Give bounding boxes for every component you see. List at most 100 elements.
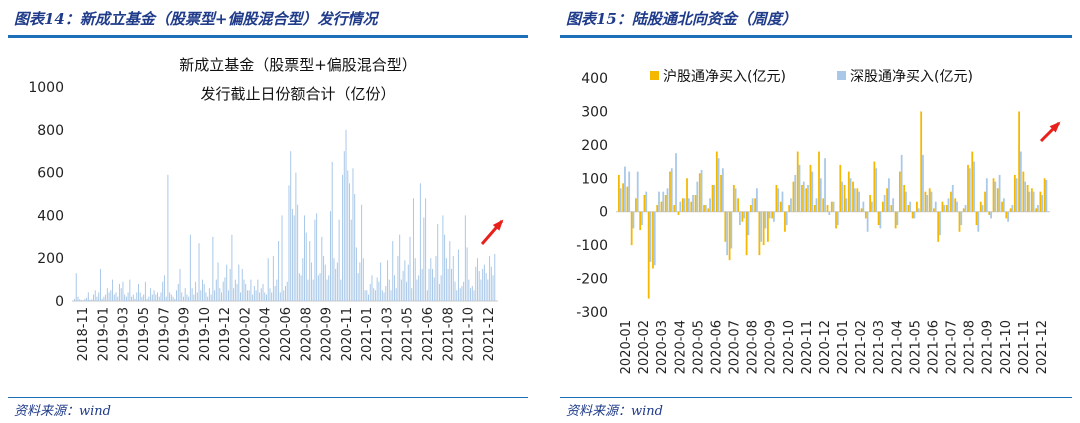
x-tick-label: 2020-04 [673,320,688,374]
bar [169,292,171,301]
bar-shenzhen-connect [777,188,780,212]
bar [433,277,435,301]
bar [342,174,344,301]
bar-shanghai-connect [1013,174,1016,212]
bar-shenzhen-connect [947,198,950,212]
y-tick-label: -300 [576,305,608,321]
bar [482,268,484,301]
red-trend-arrowhead [1049,121,1061,133]
bar-shanghai-connect [779,201,782,212]
bar [170,294,172,301]
x-tick-label: 2021-06 [926,320,941,374]
bar-shanghai-connect [911,211,914,219]
bar [457,249,459,301]
bar-shenzhen-connect [849,178,852,212]
bar [137,283,139,301]
bar-shanghai-connect [864,211,867,219]
bar-shanghai-connect [1039,191,1042,212]
bar [426,290,428,301]
bar [248,290,250,301]
bar-shenzhen-connect [913,211,916,219]
bar [418,275,420,301]
bar-shenzhen-connect [917,208,920,212]
bar-shenzhen-connect [700,169,703,212]
bar-shanghai-connect [847,171,850,212]
bar-shanghai-connect [1022,171,1025,212]
bar [217,262,219,301]
bar [93,294,95,301]
bar-shenzhen-connect [679,201,682,212]
bar-shenzhen-connect [781,191,784,212]
bar-shenzhen-connect [802,181,805,212]
bar [288,185,290,301]
bar [345,129,347,301]
bar [412,198,414,301]
bar [278,241,280,301]
x-tick-label: 2021-01 [836,320,851,374]
y-tick-label: 100 [581,171,608,187]
bar [212,236,214,301]
bar [390,290,392,301]
bar [260,288,262,301]
bar-shanghai-connect [992,178,995,212]
y-tick-label: 200 [581,138,608,154]
bar-shanghai-connect [647,211,650,299]
bar [366,290,368,301]
y-tick-label: 800 [37,123,64,139]
bar-shanghai-connect [984,191,986,212]
bar-shanghai-connect [694,195,697,212]
bar-shenzhen-connect [968,168,971,212]
bar [79,299,81,301]
bar-shenzhen-connect [1045,179,1048,212]
right-chart-heading: 图表15：陆股通北向资金（周度） [566,10,797,28]
bar [191,288,193,301]
bar [96,296,98,301]
bar [314,219,316,301]
bar-shanghai-connect [639,211,642,231]
y-tick-label: 400 [581,71,608,87]
bar [302,258,304,301]
bar [300,275,302,301]
bar [99,268,101,301]
bar [160,292,162,301]
bar-shanghai-connect [830,201,833,212]
bar-shenzhen-connect [853,188,856,212]
bar [440,275,442,301]
bar [336,262,338,301]
bar [255,290,257,301]
bar-shanghai-connect [737,198,739,212]
x-tick-label: 2020-07 [728,320,743,374]
bar-shenzhen-connect [704,205,707,212]
bar [112,279,114,301]
bar [267,258,269,301]
bar [227,290,229,301]
bar-shanghai-connect [835,211,837,229]
bar [297,204,299,301]
bar [307,279,309,301]
bar-shanghai-connect [635,198,637,212]
bar-shenzhen-connect [985,178,988,212]
bar-shenzhen-connect [628,171,631,212]
bar [476,258,478,301]
bar-shenzhen-connect [798,164,801,212]
bar-shanghai-connect [822,198,825,212]
bar [122,281,124,301]
bar [397,256,399,301]
bar [200,290,202,301]
x-tick-label: 2021-04 [890,320,905,374]
bar [494,253,496,301]
bar [193,294,195,301]
bar [124,294,126,301]
bar-shanghai-connect [656,205,659,212]
bar-shanghai-connect [920,111,923,212]
bar-shenzhen-connect [645,191,648,212]
bar-shanghai-connect [643,195,646,212]
bar-shenzhen-connect [960,211,963,226]
bar [437,223,439,301]
bar-shanghai-connect [839,164,842,212]
bar [250,279,252,301]
bar-shanghai-connect [941,201,944,212]
bar [368,294,370,301]
bar [281,215,283,301]
bar-shenzhen-connect [730,211,733,249]
